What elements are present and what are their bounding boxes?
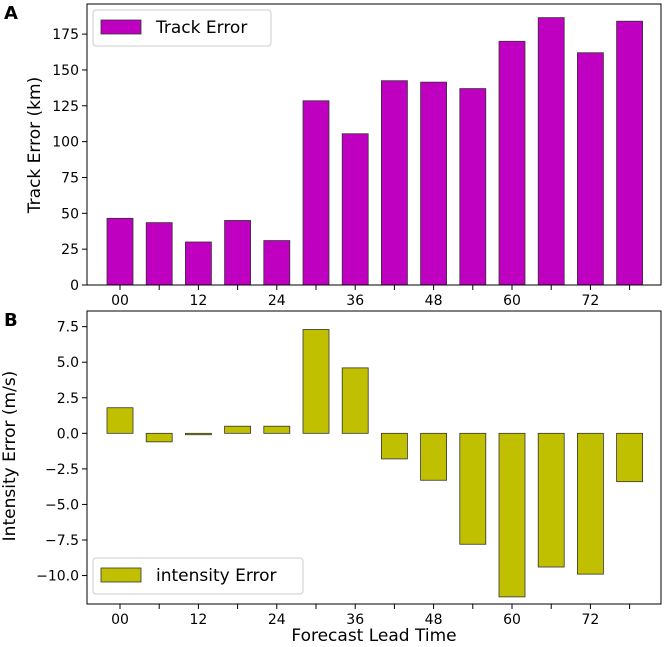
bar-track-error-48: [420, 81, 448, 286]
plot-frame-intensity-error: [86, 310, 662, 605]
y-tick-label-track-error: 100: [52, 135, 79, 151]
y-tick-label-intensity-error: 2.5: [57, 391, 79, 407]
y-axis-title-track-error: Track Error (km): [25, 77, 45, 214]
x-tick-label-track-error: 24: [268, 293, 286, 309]
legend-track-error: Track Error: [92, 9, 272, 47]
legend-label-intensity-error: intensity Error: [156, 566, 277, 586]
y-tick-label-intensity-error: 5.0: [57, 355, 79, 371]
intensity-error-chart: B Intensity Error (m/s) Forecast Lead Ti…: [0, 310, 662, 646]
x-tick-label-track-error: 60: [503, 293, 521, 309]
x-axis-title-intensity-error: Forecast Lead Time: [291, 626, 456, 646]
bar-track-error-60: [498, 40, 526, 286]
x-tick-label-intensity-error: 00: [111, 612, 129, 628]
x-tick-label-intensity-error: 60: [503, 612, 521, 628]
legend-swatch-intensity-error: [100, 567, 142, 583]
bar-track-error-06: [145, 222, 173, 286]
x-tick-label-intensity-error: 12: [189, 612, 207, 628]
bar-intensity-error-54: [459, 432, 487, 545]
y-tick-label-track-error: 25: [61, 242, 79, 258]
bar-intensity-error-66: [537, 432, 565, 568]
bar-track-error-54: [459, 88, 487, 286]
bar-track-error-78: [616, 20, 643, 286]
y-tick-label-intensity-error: −10.0: [36, 569, 79, 585]
x-tick-label-intensity-error: 24: [268, 612, 286, 628]
bar-track-error-24: [263, 240, 291, 286]
y-tick-label-track-error: 125: [52, 99, 79, 115]
panel-label-a: A: [4, 3, 18, 24]
y-tick-label-track-error: 175: [52, 27, 79, 43]
y-axis-title-intensity-error: Intensity Error (m/s): [0, 371, 20, 542]
x-tick-label-track-error: 72: [581, 293, 599, 309]
y-tick-label-track-error: 150: [52, 63, 79, 79]
bar-intensity-error-60: [498, 432, 526, 598]
bar-track-error-00: [106, 217, 134, 286]
legend-box-track-error: [92, 9, 272, 47]
x-tick-label-track-error: 12: [189, 293, 207, 309]
y-tick-label-intensity-error: 0.0: [57, 426, 79, 442]
x-tick-label-intensity-error: 72: [581, 612, 599, 628]
y-tick-label-intensity-error: 7.5: [57, 320, 79, 336]
y-tick-label-track-error: 75: [61, 170, 79, 186]
bar-intensity-error-06: [145, 432, 173, 443]
bar-intensity-error-00: [106, 407, 134, 434]
y-tick-label-track-error: 0: [70, 278, 79, 294]
y-tick-label-intensity-error: −7.5: [45, 533, 79, 549]
panel-label-b: B: [4, 310, 18, 331]
bar-track-error-30: [302, 100, 330, 286]
legend-swatch-track-error: [100, 19, 142, 35]
y-tick-label-intensity-error: −5.0: [45, 497, 79, 513]
bar-intensity-error-48: [420, 432, 448, 481]
bar-intensity-error-24: [263, 425, 291, 434]
x-tick-label-track-error: 00: [111, 293, 129, 309]
bar-track-error-18: [224, 220, 252, 286]
plot-frame-track-error: [86, 3, 662, 286]
bar-track-error-36: [341, 133, 369, 286]
bar-intensity-error-78: [616, 432, 643, 483]
x-tick-label-track-error: 48: [425, 293, 443, 309]
bar-track-error-66: [537, 17, 565, 286]
y-tick-label-intensity-error: −2.5: [45, 462, 79, 478]
bar-intensity-error-30: [302, 329, 330, 434]
x-tick-label-track-error: 36: [346, 293, 364, 309]
bar-track-error-12: [184, 241, 212, 286]
bar-track-error-72: [577, 52, 604, 286]
y-tick-label-track-error: 50: [61, 206, 79, 222]
x-tick-label-intensity-error: 36: [346, 612, 364, 628]
bar-intensity-error-72: [577, 432, 604, 575]
legend-intensity-error: intensity Error: [92, 557, 304, 595]
track-error-chart: A Track Error (km) 0 25 50 75 100 125 150 175 0…: [4, 3, 662, 309]
x-tick-label-intensity-error: 48: [425, 612, 443, 628]
bar-track-error-42: [380, 80, 408, 286]
bar-intensity-error-42: [380, 432, 408, 460]
bar-intensity-error-12: [184, 432, 212, 436]
bar-intensity-error-36: [341, 367, 369, 434]
legend-box-intensity-error: [92, 557, 304, 595]
bar-intensity-error-18: [224, 425, 252, 434]
legend-label-track-error: Track Error: [155, 18, 247, 38]
